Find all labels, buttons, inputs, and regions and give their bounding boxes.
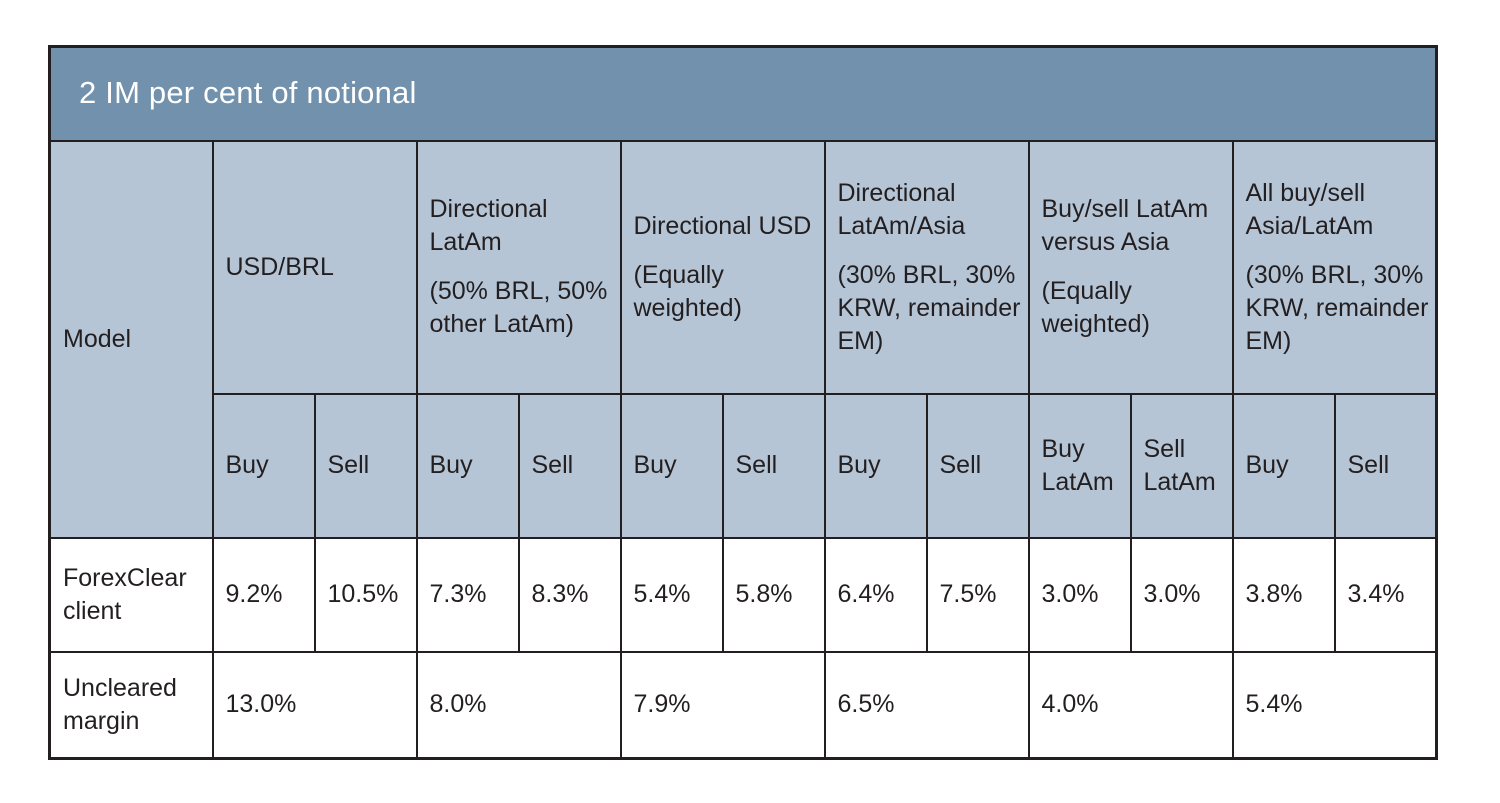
forexclear-value-cell: 3.0%: [1129, 536, 1234, 653]
forexclear-value-cell: 6.4%: [823, 536, 928, 653]
forexclear-value-cell: 3.0%: [1027, 536, 1132, 653]
uncleared-value-cell: 8.0%: [415, 650, 622, 760]
forexclear-value-cell: 7.5%: [925, 536, 1030, 653]
group-name: USD/BRL: [225, 252, 334, 281]
group-name: All buy/sell Asia/LatAm: [1245, 178, 1374, 240]
forexclear-value-cell: 7.3%: [415, 536, 520, 653]
group-note: (Equally weighted): [633, 260, 742, 322]
subheader-sell: Sell: [313, 392, 418, 539]
group-note: (30% BRL, 30% KRW, remainder EM): [1245, 260, 1429, 355]
subheader-sell: Sell: [925, 392, 1030, 539]
group-note: (50% BRL, 50% other LatAm): [429, 277, 608, 338]
subheader-sell-latam: Sell LatAm: [1129, 392, 1234, 539]
subheader-sell: Sell: [721, 392, 826, 539]
group-note: (30% BRL, 30% KRW, remainder EM): [837, 260, 1021, 355]
subheader-buy: Buy: [211, 392, 316, 539]
subheader-sell: Sell: [1333, 392, 1438, 539]
group-name: Buy/sell LatAm versus Asia: [1041, 195, 1209, 256]
table-row-uncleared-margin: Uncleared margin 13.0% 8.0% 7.9% 6.5% 4.…: [48, 650, 1438, 760]
group-name: Directional LatAm/Asia: [837, 178, 966, 240]
column-group-header-row: Model USD/BRL Directional LatAm (50% BRL…: [48, 139, 1438, 539]
group-header-directional-latam: Directional LatAm (50% BRL, 50% other La…: [415, 139, 622, 395]
group-name: Directional LatAm: [429, 195, 548, 256]
group-header-buysell-latam-vs-asia: Buy/sell LatAm versus Asia (Equally weig…: [1027, 139, 1234, 395]
uncleared-value-cell: 6.5%: [823, 650, 1030, 760]
subheader-buy: Buy: [823, 392, 928, 539]
uncleared-value-cell: 13.0%: [211, 650, 418, 760]
forexclear-value-cell: 3.8%: [1231, 536, 1336, 653]
subheader-buy: Buy: [1231, 392, 1336, 539]
table-row-forexclear-client: ForexClear client 9.2% 10.5% 7.3% 8.3% 5…: [48, 536, 1438, 653]
subheader-sell: Sell: [517, 392, 622, 539]
corner-header-model: Model: [48, 139, 214, 539]
table-title-row: 2 IM per cent of notional: [48, 45, 1438, 142]
uncleared-value-cell: 4.0%: [1027, 650, 1234, 760]
row-label-forexclear-client: ForexClear client: [48, 536, 214, 653]
group-header-all-buysell-asia-latam: All buy/sell Asia/LatAm (30% BRL, 30% KR…: [1231, 139, 1438, 395]
subheader-buy-latam: Buy LatAm: [1027, 392, 1132, 539]
forexclear-value-cell: 5.4%: [619, 536, 724, 653]
uncleared-value-cell: 7.9%: [619, 650, 826, 760]
forexclear-value-cell: 8.3%: [517, 536, 622, 653]
subheader-buy: Buy: [619, 392, 724, 539]
group-header-directional-latam-asia: Directional LatAm/Asia (30% BRL, 30% KRW…: [823, 139, 1030, 395]
forexclear-value-cell: 9.2%: [211, 536, 316, 653]
group-header-usd-brl: USD/BRL: [211, 139, 418, 395]
forexclear-value-cell: 5.8%: [721, 536, 826, 653]
uncleared-value-cell: 5.4%: [1231, 650, 1438, 760]
im-notional-table: 2 IM per cent of notional Model USD/BRL …: [48, 45, 1438, 760]
table-title: 2 IM per cent of notional: [48, 45, 1438, 142]
group-note: (Equally weighted): [1041, 277, 1150, 338]
group-header-directional-usd: Directional USD (Equally weighted): [619, 139, 826, 395]
sub-header-row: Buy Sell Buy Sell Buy Sell Buy Sell Buy …: [50, 392, 1438, 539]
group-name: Directional USD: [633, 211, 812, 240]
row-label-uncleared-margin: Uncleared margin: [48, 650, 214, 760]
forexclear-value-cell: 10.5%: [313, 536, 418, 653]
subheader-buy: Buy: [415, 392, 520, 539]
forexclear-value-cell: 3.4%: [1333, 536, 1438, 653]
